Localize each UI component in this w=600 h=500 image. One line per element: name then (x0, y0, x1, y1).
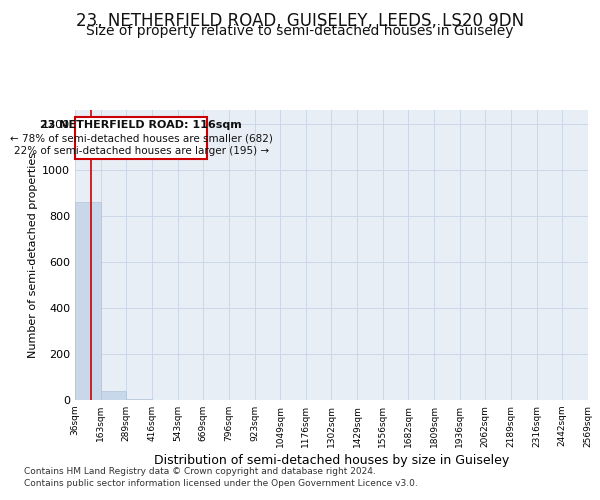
Text: 22% of semi-detached houses are larger (195) →: 22% of semi-detached houses are larger (… (14, 146, 269, 156)
Text: 23, NETHERFIELD ROAD, GUISELEY, LEEDS, LS20 9DN: 23, NETHERFIELD ROAD, GUISELEY, LEEDS, L… (76, 12, 524, 30)
Bar (101, 391, 126, 400)
Y-axis label: Number of semi-detached properties: Number of semi-detached properties (28, 152, 38, 358)
Bar (75, 202, 101, 400)
Text: Contains public sector information licensed under the Open Government Licence v3: Contains public sector information licen… (24, 478, 418, 488)
X-axis label: Distribution of semi-detached houses by size in Guiseley: Distribution of semi-detached houses by … (154, 454, 509, 467)
Text: ← 78% of semi-detached houses are smaller (682): ← 78% of semi-detached houses are smalle… (10, 133, 272, 143)
Text: 23 NETHERFIELD ROAD: 116sqm: 23 NETHERFIELD ROAD: 116sqm (40, 120, 242, 130)
Text: Size of property relative to semi-detached houses in Guiseley: Size of property relative to semi-detach… (86, 24, 514, 38)
FancyBboxPatch shape (75, 117, 208, 160)
Text: Contains HM Land Registry data © Crown copyright and database right 2024.: Contains HM Land Registry data © Crown c… (24, 468, 376, 476)
